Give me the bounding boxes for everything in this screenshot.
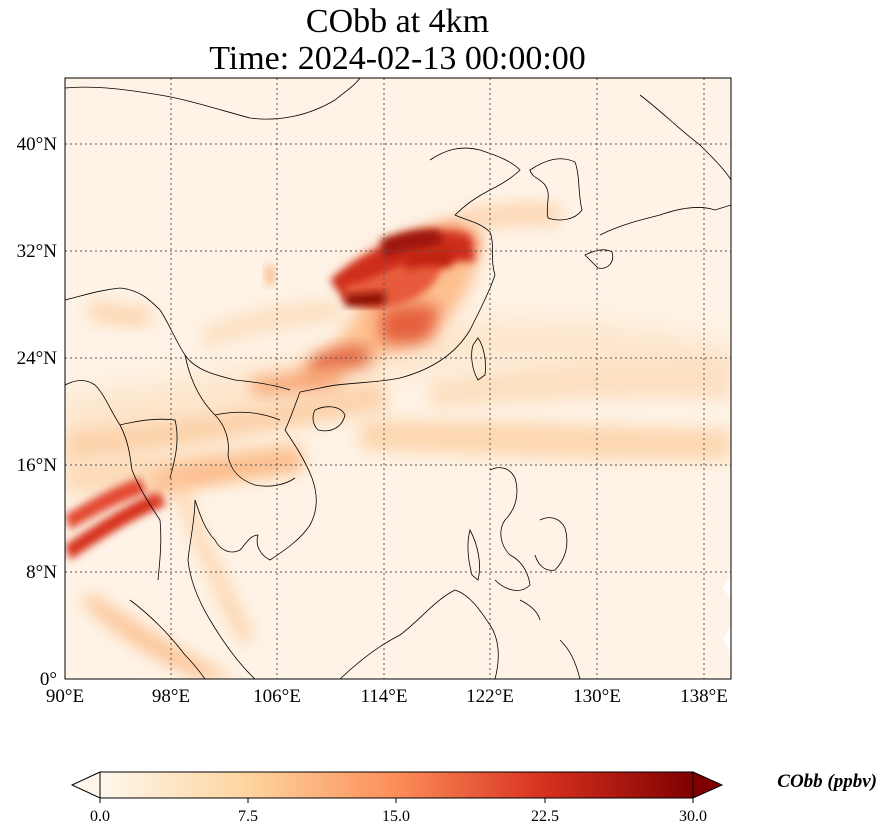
xtick-106e: 106°E — [253, 686, 301, 707]
colorbar-label: CObb (ppbv) — [777, 771, 877, 792]
ytick-8n: 8°N — [26, 562, 57, 583]
title-time: Time: 2024-02-13 00:00:00 — [209, 40, 586, 77]
title-variable: CObb at 4km — [305, 3, 490, 40]
x-tick-labels: 90°E 98°E 106°E 114°E 122°E 130°E 138°E — [46, 686, 728, 707]
cb-tick-0: 0.0 — [90, 808, 110, 825]
xtick-90e: 90°E — [46, 686, 84, 707]
gridlines — [65, 78, 731, 679]
cb-tick-1: 7.5 — [238, 808, 258, 825]
cb-tick-4: 30.0 — [679, 808, 707, 825]
cb-tick-2: 15.0 — [382, 808, 410, 825]
coastlines — [65, 78, 731, 679]
colorbar-gradient — [100, 772, 693, 798]
ytick-32n: 32°N — [17, 241, 58, 262]
xtick-130e: 130°E — [573, 686, 621, 707]
y-tick-labels: 0° 8°N 16°N 24°N 32°N 40°N — [17, 134, 58, 690]
colorbar-max-extend — [692, 771, 724, 799]
xtick-122e: 122°E — [466, 686, 514, 707]
map-frame — [64, 77, 732, 680]
colorbar-min-extend — [70, 771, 101, 799]
ytick-16n: 16°N — [17, 455, 58, 476]
xtick-98e: 98°E — [152, 686, 190, 707]
ytick-40n: 40°N — [17, 134, 58, 155]
xtick-114e: 114°E — [361, 686, 408, 707]
cobb-field — [65, 78, 731, 679]
ytick-0: 0° — [40, 669, 57, 690]
xtick-138e: 138°E — [680, 686, 728, 707]
colorbar: 0.0 7.5 15.0 22.5 30.0 CObb (ppbv) — [70, 771, 877, 825]
cb-tick-3: 22.5 — [531, 808, 559, 825]
ytick-24n: 24°N — [17, 348, 58, 369]
